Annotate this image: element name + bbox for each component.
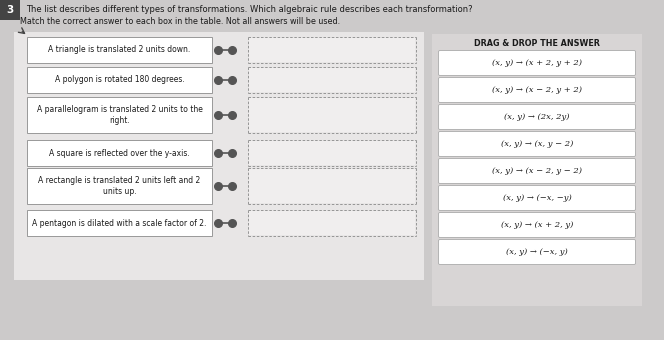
Text: A polygon is rotated 180 degrees.: A polygon is rotated 180 degrees. xyxy=(54,75,185,85)
FancyBboxPatch shape xyxy=(432,34,642,306)
FancyBboxPatch shape xyxy=(0,0,20,20)
Text: A rectangle is translated 2 units left and 2
units up.: A rectangle is translated 2 units left a… xyxy=(39,176,201,196)
FancyBboxPatch shape xyxy=(438,104,635,130)
FancyBboxPatch shape xyxy=(27,67,212,93)
Text: A triangle is translated 2 units down.: A triangle is translated 2 units down. xyxy=(48,46,191,54)
FancyBboxPatch shape xyxy=(249,169,415,203)
Text: (x, y) → (x − 2, y + 2): (x, y) → (x − 2, y + 2) xyxy=(492,86,582,94)
Text: (x, y) → (2x, 2y): (x, y) → (2x, 2y) xyxy=(504,113,570,121)
Text: Match the correct answer to each box in the table. Not all answers will be used.: Match the correct answer to each box in … xyxy=(20,17,340,27)
FancyBboxPatch shape xyxy=(438,158,635,184)
FancyBboxPatch shape xyxy=(438,51,635,75)
Text: A pentagon is dilated with a scale factor of 2.: A pentagon is dilated with a scale facto… xyxy=(33,219,207,227)
FancyBboxPatch shape xyxy=(27,168,212,204)
FancyBboxPatch shape xyxy=(438,212,635,238)
Text: The list describes different types of transformations. Which algebraic rule desc: The list describes different types of tr… xyxy=(26,4,473,14)
FancyBboxPatch shape xyxy=(249,38,415,62)
Text: (x, y) → (−x, −y): (x, y) → (−x, −y) xyxy=(503,194,572,202)
FancyBboxPatch shape xyxy=(249,211,415,235)
FancyBboxPatch shape xyxy=(27,37,212,63)
FancyBboxPatch shape xyxy=(27,210,212,236)
FancyBboxPatch shape xyxy=(249,141,415,165)
Text: (x, y) → (x, y − 2): (x, y) → (x, y − 2) xyxy=(501,140,573,148)
FancyBboxPatch shape xyxy=(249,98,415,132)
FancyBboxPatch shape xyxy=(249,68,415,92)
FancyBboxPatch shape xyxy=(27,97,212,133)
FancyBboxPatch shape xyxy=(438,132,635,156)
Text: A square is reflected over the y-axis.: A square is reflected over the y-axis. xyxy=(49,149,190,157)
FancyBboxPatch shape xyxy=(27,140,212,166)
Text: (x, y) → (x − 2, y − 2): (x, y) → (x − 2, y − 2) xyxy=(492,167,582,175)
Text: (x, y) → (x + 2, y + 2): (x, y) → (x + 2, y + 2) xyxy=(492,59,582,67)
Text: (x, y) → (−x, y): (x, y) → (−x, y) xyxy=(506,248,568,256)
FancyBboxPatch shape xyxy=(438,186,635,210)
FancyBboxPatch shape xyxy=(438,239,635,265)
FancyBboxPatch shape xyxy=(14,32,424,280)
Text: A parallelogram is translated 2 units to the
right.: A parallelogram is translated 2 units to… xyxy=(37,105,203,125)
Text: DRAG & DROP THE ANSWER: DRAG & DROP THE ANSWER xyxy=(474,39,600,49)
Text: 3: 3 xyxy=(7,5,14,15)
FancyBboxPatch shape xyxy=(438,78,635,102)
Text: (x, y) → (x + 2, y): (x, y) → (x + 2, y) xyxy=(501,221,573,229)
